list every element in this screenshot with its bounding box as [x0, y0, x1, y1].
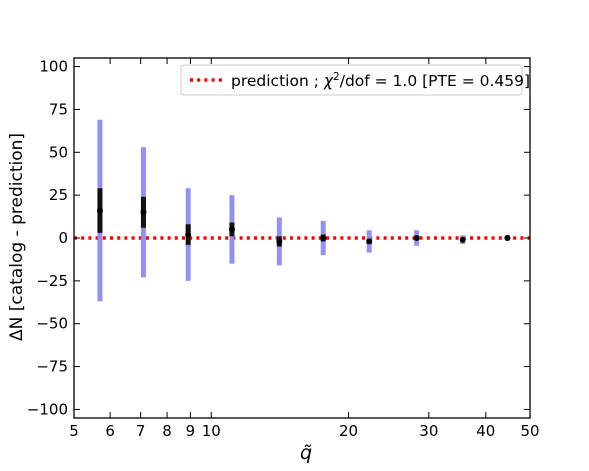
y-tick-label: 100 [39, 58, 68, 76]
x-tick-label: 5 [69, 422, 79, 440]
legend-label-suffix: /dof = 1.0 [PTE = 0.459] [340, 72, 530, 90]
data-marks [96, 119, 511, 302]
legend-label-sup: 2 [333, 71, 340, 83]
x-tick-label: 50 [520, 422, 539, 440]
data-point [320, 235, 327, 241]
x-axis-ticks: 5 6 7 8 9 10 20 30 40 50 [69, 58, 540, 440]
x-tick-label: 20 [339, 422, 358, 440]
data-point [96, 207, 103, 214]
data-point [276, 238, 283, 245]
x-tick-label: 7 [136, 422, 146, 440]
data-point [459, 236, 466, 243]
data-point [140, 209, 147, 216]
y-tick-label: 50 [49, 143, 68, 161]
x-axis-label: q̃ [300, 442, 312, 464]
y-tick-label: −100 [27, 400, 68, 418]
x-tick-label: 40 [476, 422, 495, 440]
legend-label-prefix: prediction ; [231, 72, 324, 90]
y-tick-label: −75 [36, 358, 68, 376]
data-point [185, 231, 192, 238]
x-tick-label: 10 [202, 422, 221, 440]
y-tick-label: 75 [49, 100, 68, 118]
x-tick-label: 8 [162, 422, 172, 440]
legend-label: prediction ; χ2/dof = 1.0 [PTE = 0.459] [231, 71, 530, 90]
y-tick-label: −25 [36, 272, 68, 290]
x-tick-label: 9 [186, 422, 196, 440]
y-tick-label: 0 [58, 229, 68, 247]
data-point [228, 226, 235, 233]
data-point [413, 235, 420, 241]
x-tick-label: 30 [419, 422, 438, 440]
y-tick-label: −50 [36, 315, 68, 333]
legend-box [180, 64, 523, 96]
data-point [504, 235, 511, 241]
x-tick-label: 6 [105, 422, 115, 440]
legend-label-chi: χ [323, 72, 334, 90]
legend: prediction ; χ2/dof = 1.0 [PTE = 0.459] [180, 64, 530, 96]
y-axis-label: ΔN [catalog - prediction] [7, 133, 27, 341]
y-tick-label: 25 [49, 186, 68, 204]
data-point [366, 238, 373, 245]
y-axis-ticks: −100 −75 −50 −25 0 25 50 75 100 [27, 58, 530, 418]
